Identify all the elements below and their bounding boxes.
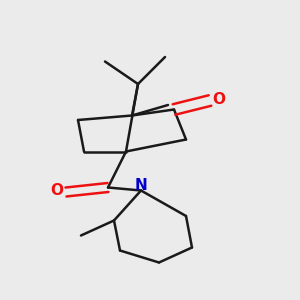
Text: N: N [135, 178, 147, 193]
Text: O: O [212, 92, 225, 106]
Text: O: O [50, 183, 64, 198]
